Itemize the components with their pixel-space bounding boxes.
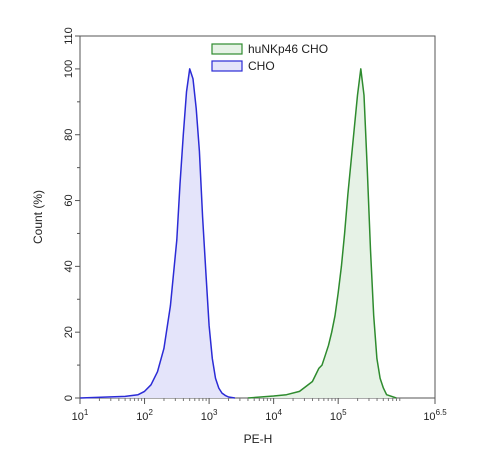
y-tick-label: 100 <box>63 60 75 78</box>
series-area-1 <box>80 68 235 399</box>
y-axis-ticks: 0 20 40 60 80 100 110 <box>63 27 80 401</box>
x-axis-title: PE-H <box>244 432 273 446</box>
legend-swatch-0 <box>211 43 243 55</box>
x-tick-label: 104 <box>265 408 282 423</box>
legend-label-0: huNKp46 CHO <box>248 42 328 56</box>
legend-swatch-1 <box>211 60 243 72</box>
y-tick-label: 20 <box>63 326 75 338</box>
x-axis-ticks: 101 102 103 104 105 106.5 <box>72 398 447 423</box>
x-tick-label: 102 <box>136 408 153 423</box>
plot-frame <box>79 35 436 399</box>
x-tick-label: 103 <box>201 408 218 423</box>
y-tick-label: 0 <box>63 395 75 401</box>
x-tick-label: 105 <box>330 408 347 423</box>
series-line-1 <box>79 68 236 399</box>
legend-label-1: CHO <box>248 59 275 73</box>
x-tick-label: 101 <box>72 408 89 423</box>
y-axis-title: Count (%) <box>31 190 45 244</box>
series-area-0 <box>247 68 397 399</box>
y-tick-label: 40 <box>63 260 75 272</box>
series-layer <box>79 68 397 399</box>
y-tick-label: 60 <box>63 194 75 206</box>
legend: huNKp46 CHO CHO <box>211 42 328 73</box>
x-tick-label: 106.5 <box>423 408 447 423</box>
series-line-0 <box>247 68 397 399</box>
y-tick-label: 110 <box>63 27 75 45</box>
y-tick-label: 80 <box>63 129 75 141</box>
